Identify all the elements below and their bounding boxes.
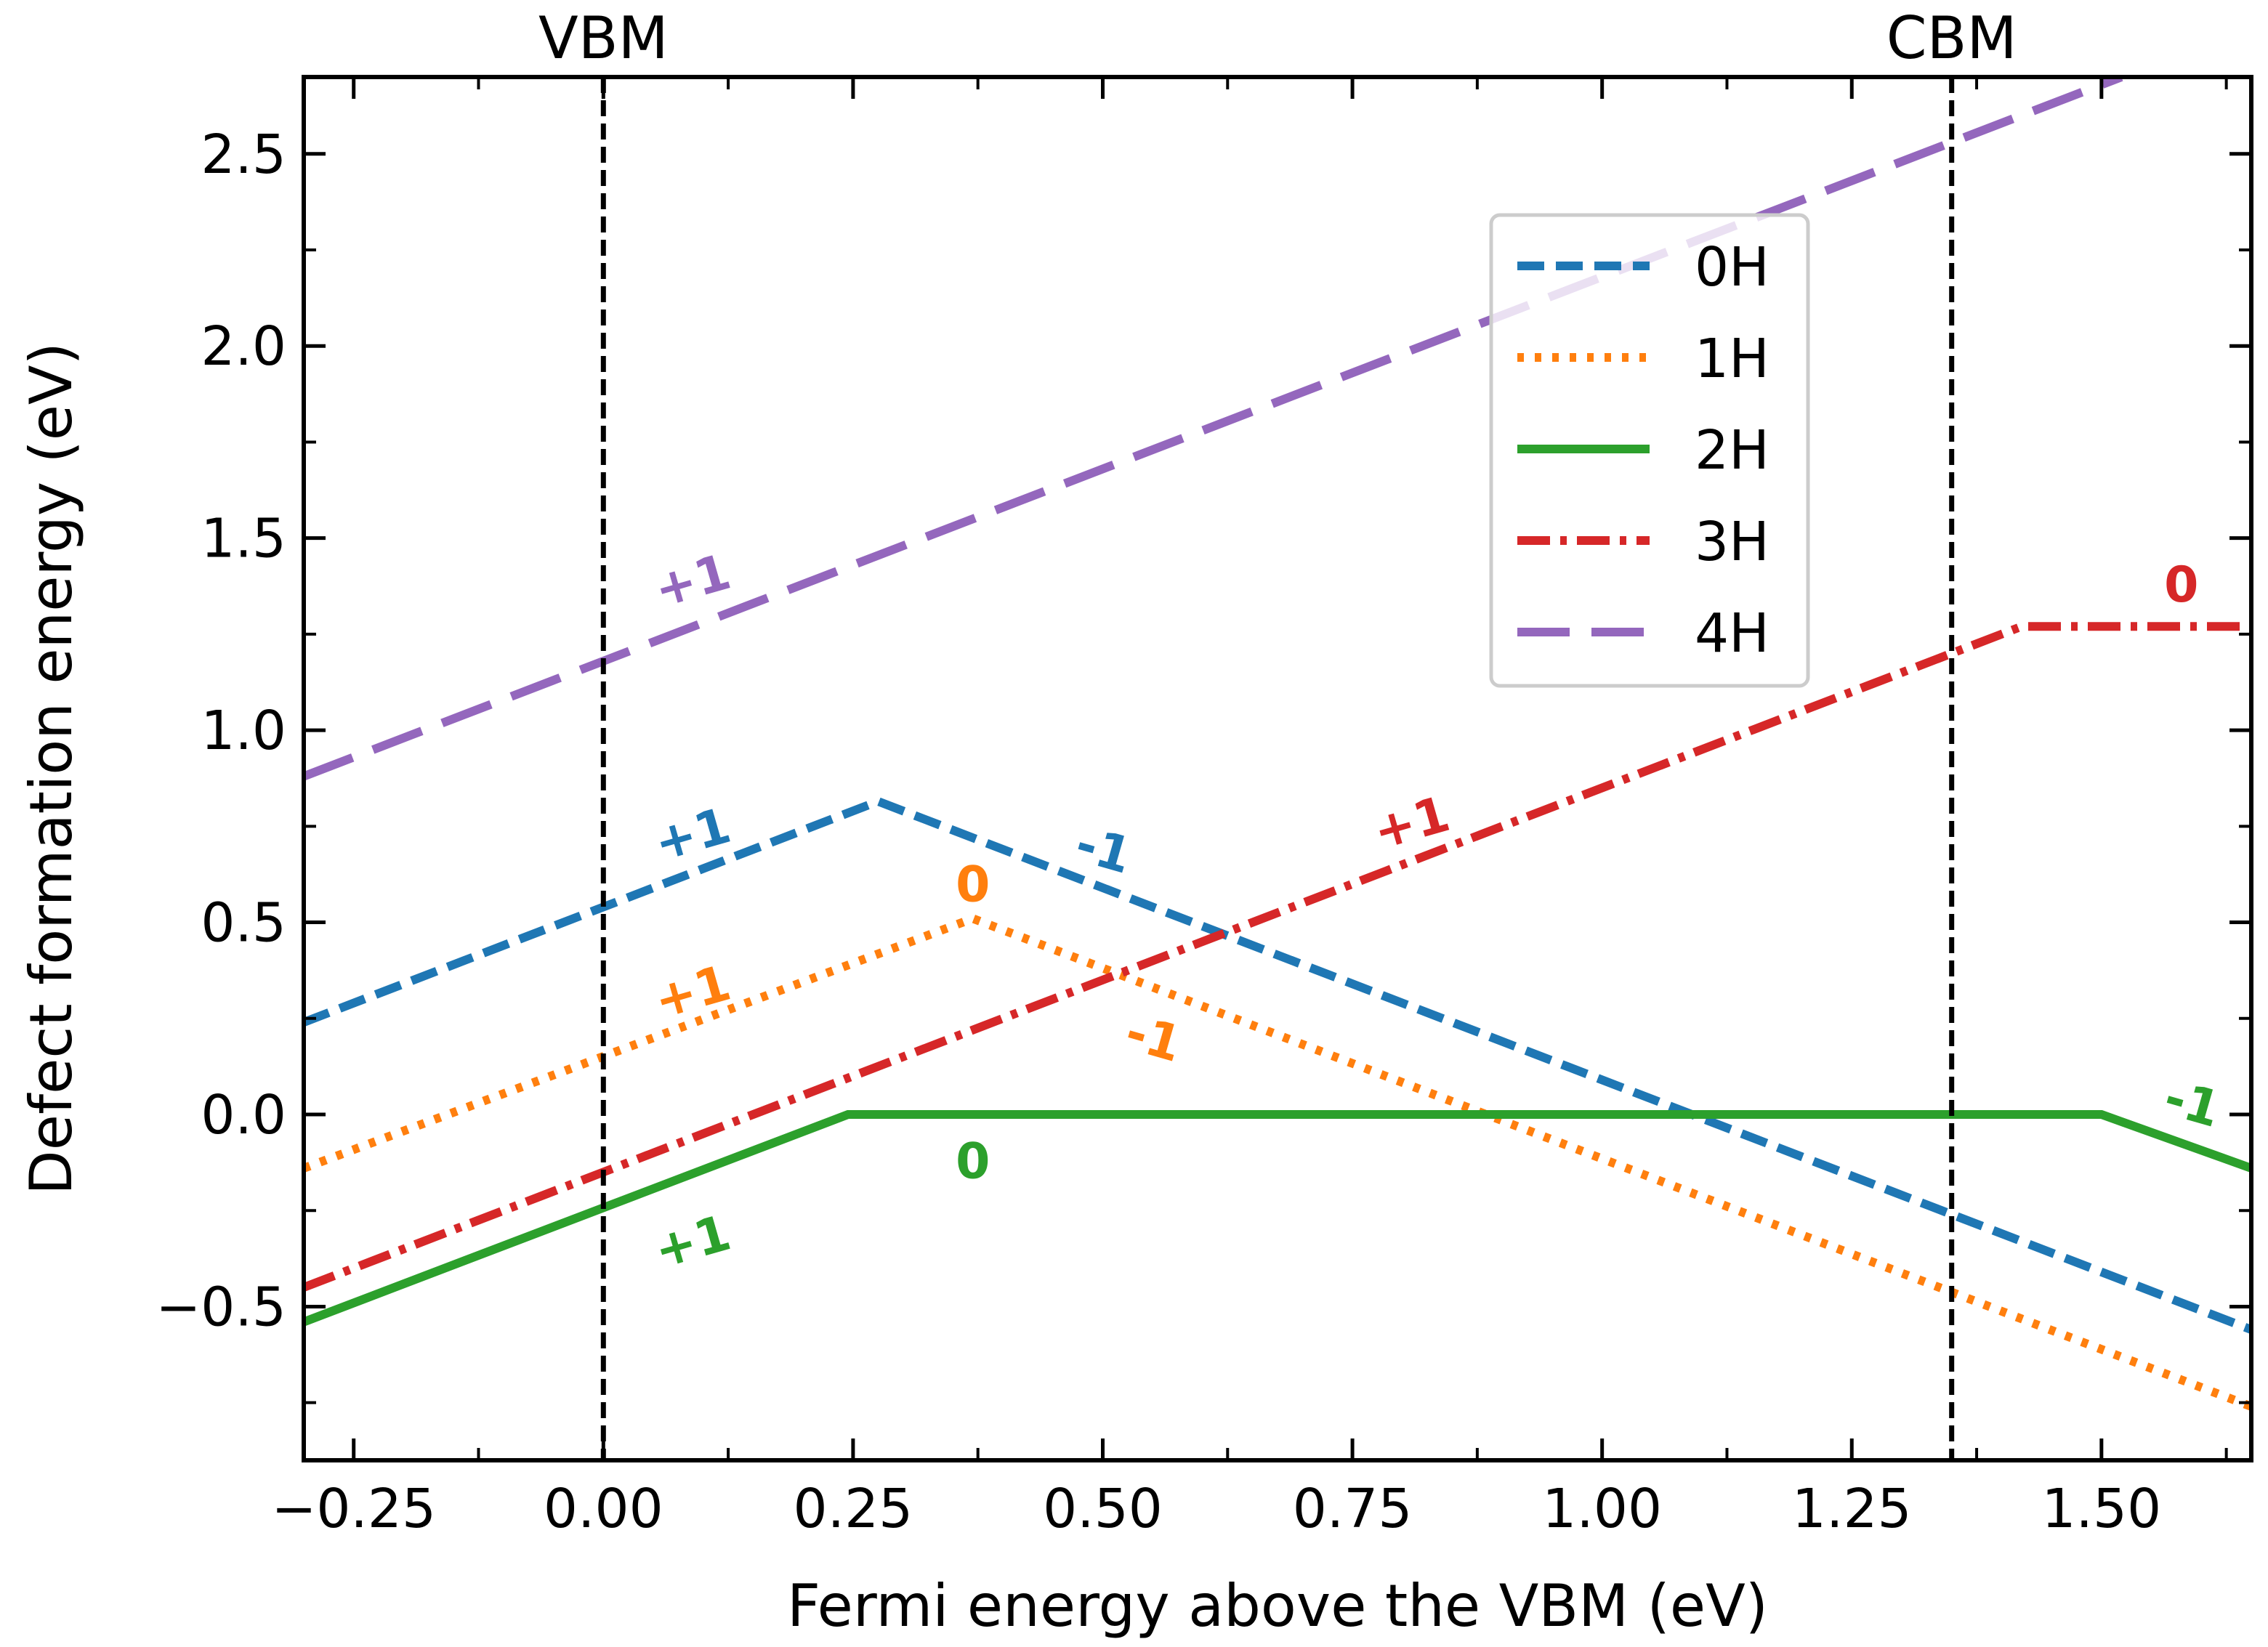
legend: 0H 1H 2H 3H 4H [1489, 213, 1810, 688]
charge-label-1h: -1 [1119, 1003, 1187, 1074]
x-tick-label: 1.50 [2041, 1478, 2161, 1540]
vbm-label: VBM [538, 4, 669, 72]
series-line-4h [304, 77, 2123, 781]
charge-label-2h: -1 [2158, 1069, 2226, 1139]
plot-frame [302, 75, 2253, 1462]
x-tick-label: 1.25 [1792, 1478, 1912, 1540]
series-line-2h [304, 1110, 2251, 1327]
y-tick-label: 1.0 [201, 700, 286, 762]
x-axis-title: Fermi energy above the VBM (eV) [787, 1572, 1768, 1640]
y-tick-label: −0.5 [156, 1276, 286, 1338]
series-line-1h [304, 913, 2251, 1411]
legend-label-0h: 0H [1695, 236, 1769, 299]
legend-label-1h: 1H [1695, 328, 1769, 390]
y-axis-title: Defect formation energy (eV) [17, 342, 85, 1195]
y-tick-label: 2.0 [201, 315, 286, 378]
series-line-3h [304, 622, 2251, 1292]
charge-label-1h: 0 [956, 857, 990, 914]
x-tick-label: 0.00 [544, 1478, 663, 1540]
axis-ticks: −0.25 0.00 0.25 0.50 0.75 1.00 1.25 1.50−0.50.0… [156, 77, 2251, 1540]
x-tick-label: 0.75 [1293, 1478, 1413, 1540]
charge-label-1h: +1 [648, 955, 737, 1031]
x-tick-label: 0.50 [1043, 1478, 1163, 1540]
x-tick-label: 1.00 [1542, 1478, 1662, 1540]
charge-label-2h: +1 [648, 1205, 737, 1281]
y-tick-label: 1.5 [201, 508, 286, 570]
x-tick-label: 0.25 [794, 1478, 913, 1540]
legend-label-3h: 3H [1695, 511, 1769, 573]
series-layer [304, 77, 2251, 1411]
charge-label-3h: 0 [2164, 557, 2198, 614]
y-tick-label: 2.5 [201, 124, 286, 186]
legend-label-2h: 2H [1695, 419, 1769, 482]
cbm-label: CBM [1886, 4, 2017, 72]
y-tick-label: 0.0 [201, 1084, 286, 1146]
band-edge-lines: VBM CBM [538, 4, 2017, 1460]
legend-label-4h: 4H [1695, 602, 1769, 665]
charge-label-4h: +1 [648, 543, 737, 620]
charge-state-labels: +1 -1+10-1+10-1+10+1 [648, 543, 2227, 1280]
series-line-0h [304, 796, 2251, 1334]
y-tick-label: 0.5 [201, 892, 286, 955]
x-tick-label: −0.25 [271, 1478, 436, 1540]
charge-label-2h: 0 [956, 1133, 990, 1190]
